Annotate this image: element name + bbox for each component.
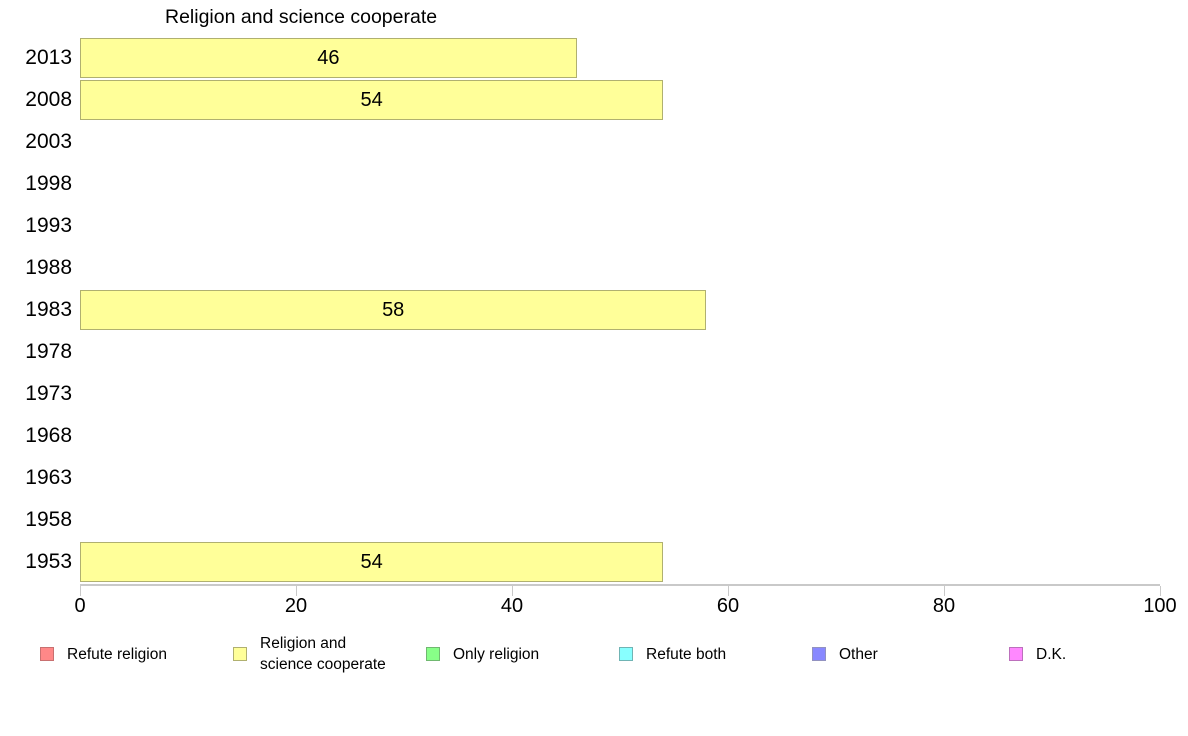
x-axis-tick-label: 20 [284,595,308,617]
legend-item[interactable]: Refute religion [40,632,167,676]
x-axis-tick [512,586,513,596]
y-axis-label: 1953 [25,550,72,573]
legend-label: Only religion [453,645,540,663]
y-axis-label: 1973 [25,382,72,405]
y-axis-label: 1963 [25,466,72,489]
y-axis-label: 1968 [25,424,72,447]
x-axis-tick [296,586,297,596]
legend-item[interactable]: Refute both [619,632,726,676]
legend-swatch-icon [40,647,54,661]
y-axis-label: 1988 [25,256,72,279]
y-axis-label: 1958 [25,508,72,531]
x-axis-tick-label: 100 [1143,595,1177,617]
chart-title: Religion and science cooperate [165,6,438,28]
legend-swatch-icon [1009,647,1023,661]
x-axis-tick-label: 80 [932,595,956,617]
legend-item[interactable]: D.K. [1009,632,1066,676]
y-axis-label: 1993 [25,214,72,237]
bar-value-label: 54 [360,88,383,111]
legend-item[interactable]: Religion and science cooperate [233,632,386,676]
legend-swatch-icon [426,647,440,661]
legend-swatch-icon [619,647,633,661]
legend-label: D.K. [1036,645,1067,663]
legend-label: Refute both [646,645,727,663]
legend-item[interactable]: Only religion [426,632,539,676]
legend-label: Other [839,645,878,663]
legend-label: Religion and science cooperate [260,635,386,673]
bar[interactable]: 46 [80,38,577,78]
bar-value-label: 54 [360,550,383,573]
legend-swatch-icon [812,647,826,661]
x-axis-tick-label: 60 [716,595,740,617]
x-axis-tick [728,586,729,596]
y-axis-label: 2003 [25,130,72,153]
x-axis-tick [1160,586,1161,596]
plot-area: 2013 46 2008 54 2003 1998 1993 1988 1983 58 1978 19… [25,38,707,582]
y-axis-label: 1978 [25,340,72,363]
y-axis-label: 1998 [25,172,72,195]
x-axis-tick-label: 0 [74,595,86,617]
bar[interactable]: 58 [80,290,707,330]
x-axis-tick-label: 40 [500,595,524,617]
x-axis-tick [80,586,81,596]
y-axis-label: 2008 [25,88,72,111]
bar[interactable]: 54 [80,542,664,582]
y-axis-label: 2013 [25,46,72,69]
legend-item[interactable]: Other [812,632,878,676]
bar[interactable]: 54 [80,80,664,120]
x-axis-tick [944,586,945,596]
x-axis-line [80,584,1160,586]
legend-label: Refute religion [67,645,167,663]
y-axis-label: 1983 [25,298,72,321]
bar-value-label: 46 [317,46,340,69]
bar-value-label: 58 [382,298,405,321]
legend-swatch-icon [233,647,247,661]
